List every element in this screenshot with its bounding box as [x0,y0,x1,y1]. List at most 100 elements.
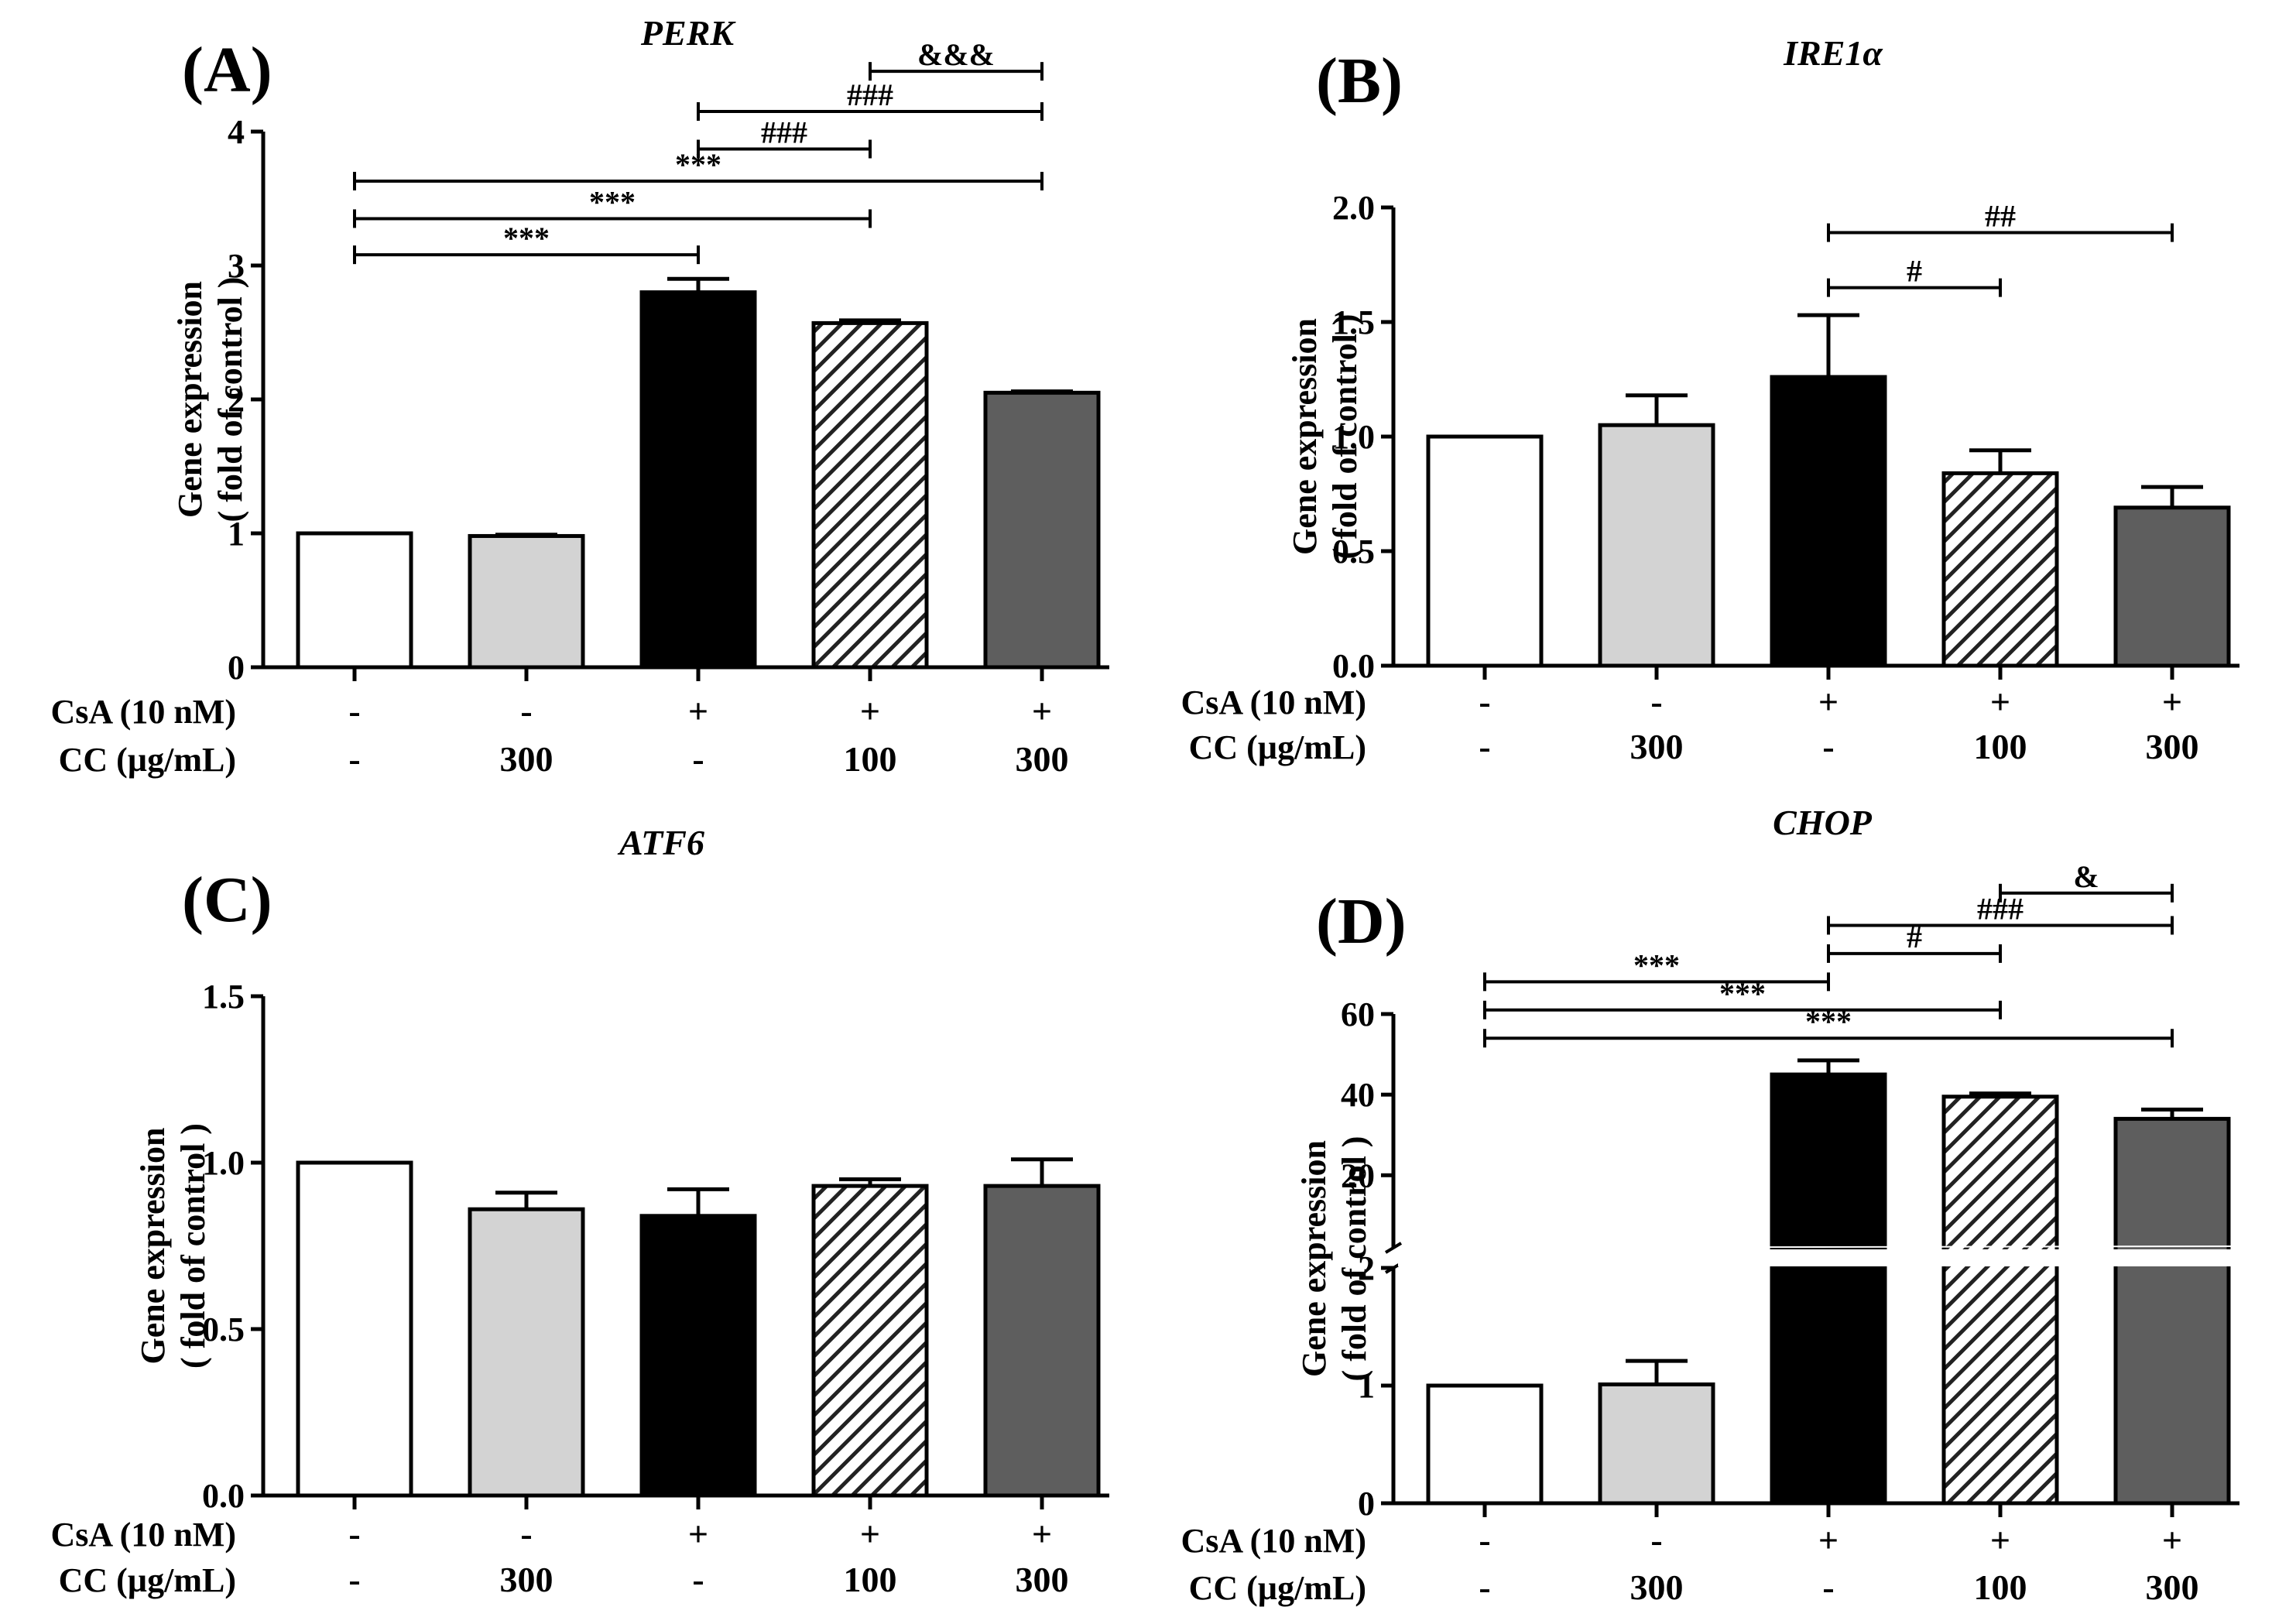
csa-value: + [2162,1520,2182,1560]
chart-title: ATF6 [617,823,704,862]
cc-value: 100 [844,739,897,779]
csa-value: + [1818,682,1839,721]
cc-value: - [1479,1567,1490,1607]
y-tick-label: 1.5 [202,978,245,1016]
y-tick-label: 0.5 [202,1311,245,1348]
cc-value: 300 [500,1560,553,1599]
csa-value: + [2162,682,2182,721]
bar [1598,1382,1715,1506]
significance-label: ### [761,115,807,149]
chart-title: IRE1α [1783,33,1883,73]
bar [639,1214,757,1498]
cc-row-label: CC (µg/mL) [1189,1569,1366,1607]
chart-title: CHOP [1773,803,1873,842]
y-tick-label: 0 [228,649,245,687]
y-tick-label: 1.0 [1332,418,1375,456]
bar [296,1160,413,1498]
y-tick-label: 60 [1341,995,1375,1033]
bar [639,290,757,670]
panel-label: (C) [182,864,272,936]
bar [468,1207,585,1498]
y-tick-label: 0 [1358,1485,1375,1523]
csa-value: + [1990,682,2010,721]
csa-value: - [348,1514,360,1554]
y-tick-label: 0.0 [202,1477,245,1515]
csa-value: + [860,691,880,731]
bar [296,531,413,670]
csa-value: + [1818,1520,1839,1560]
csa-value: - [520,1514,532,1554]
chart-panel-2: (B) IRE1α Gene expression( fold of control… [1181,33,2239,766]
y-axis-label-line: ( fold of control ) [174,1123,212,1369]
y-axis-label-line: Gene expression [1286,318,1324,555]
cc-value: - [348,739,360,779]
csa-value: + [1032,691,1052,731]
axis-break-gap [1398,1249,2244,1266]
cc-value: 100 [1974,1567,2027,1607]
chart-title: PERK [640,13,736,53]
csa-value: + [688,691,708,731]
csa-value: - [1650,1520,1662,1560]
axis-break-edge [1397,1245,2240,1249]
significance-label: ## [1985,199,2016,234]
y-tick-label: 1.5 [1332,303,1375,341]
significance-label: *** [1633,947,1680,982]
chart-panel-4: (D) CHOP Gene expression( fold of control … [1181,803,2244,1607]
cc-row-label: CC (µg/mL) [59,1561,236,1599]
y-tick-label: 1 [1358,1367,1375,1405]
cc-value: 300 [1630,1567,1684,1607]
significance-label: # [1907,254,1922,289]
cc-value: 300 [1016,739,1069,779]
csa-value: - [1479,1520,1490,1560]
panel-label: (A) [182,34,272,106]
cc-value: - [692,739,704,779]
cc-value: 300 [1016,1560,1069,1599]
y-axis-label: Gene expression( fold of control ) [1286,314,1364,560]
cc-value: 300 [1630,727,1684,766]
bar [983,1184,1101,1498]
y-axis-label: Gene expression( fold of control ) [171,277,249,522]
panel-label: (B) [1316,45,1403,117]
y-axis-label-line: Gene expression [1295,1140,1333,1377]
y-axis-label-line: Gene expression [134,1128,172,1365]
bar [1598,423,1715,668]
csa-value: + [860,1514,880,1554]
bar [983,390,1101,670]
bar [2113,505,2231,668]
y-tick-label: 20 [1341,1156,1375,1194]
cc-value: 100 [1974,727,2027,766]
significance-label: & [2073,859,2099,894]
cc-row-label: CC (µg/mL) [59,741,236,779]
significance-label: *** [1805,1004,1852,1039]
bar [1941,1095,2059,1506]
cc-value: 100 [844,1560,897,1599]
y-tick-label: 2 [1358,1249,1375,1287]
y-axis-label: Gene expression( fold of control ) [1295,1136,1373,1382]
cc-value: 300 [500,739,553,779]
significance-label: *** [503,221,550,255]
bar [468,533,585,670]
cc-value: 300 [2146,727,2199,766]
cc-value: - [1822,727,1834,766]
bar [811,1184,929,1498]
significance-label: # [1907,920,1922,954]
cc-value: - [692,1560,704,1599]
cc-value: - [348,1560,360,1599]
y-tick-label: 2.0 [1332,189,1375,227]
cc-value: - [1479,727,1490,766]
csa-value: + [1032,1514,1052,1554]
bar [2113,1116,2231,1506]
bar [1426,434,1544,668]
bar [811,320,929,670]
csa-value: + [1990,1520,2010,1560]
bar [1770,375,1887,668]
significance-label: *** [1719,976,1766,1011]
significance-label: *** [589,184,636,219]
csa-row-label: CsA (10 nM) [1181,1522,1366,1560]
csa-value: - [520,691,532,731]
y-axis-label: Gene expression( fold of control ) [134,1123,212,1369]
y-tick-label: 1.0 [202,1144,245,1182]
cc-row-label: CC (µg/mL) [1189,728,1366,766]
panel-label: (D) [1316,886,1407,958]
